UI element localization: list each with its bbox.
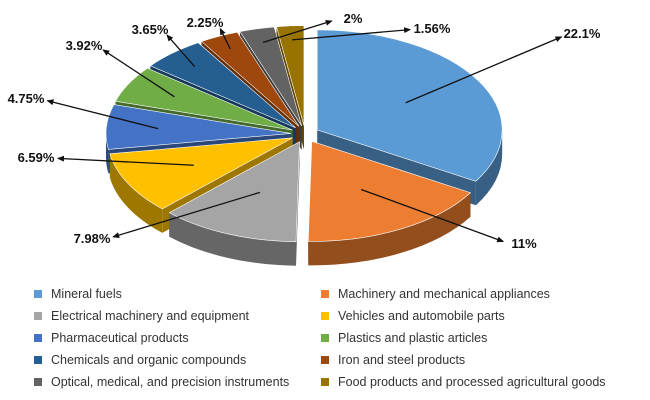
slice-7 xyxy=(149,42,296,129)
slice-5 xyxy=(105,104,292,150)
data-label-3: 7.98% xyxy=(74,231,111,246)
slice-2 xyxy=(307,140,472,242)
leader-line-4 xyxy=(56,155,194,166)
leader-line-6 xyxy=(102,49,175,98)
data-label-2: 11% xyxy=(511,236,537,251)
slice-8 xyxy=(200,31,300,127)
slice-4 xyxy=(109,137,293,210)
slice-9 xyxy=(239,26,302,127)
data-label-8: 2.25% xyxy=(187,15,224,30)
leader-line-10 xyxy=(292,27,412,41)
slice-10 xyxy=(276,25,305,126)
leader-line-7 xyxy=(166,34,196,68)
slice-6 xyxy=(115,67,293,131)
data-label-4: 6.59% xyxy=(18,150,55,165)
leader-line-1 xyxy=(405,36,563,104)
leader-line-3 xyxy=(112,191,261,238)
data-label-6: 3.92% xyxy=(66,38,103,53)
slice-3 xyxy=(168,141,300,243)
leader-line-9 xyxy=(262,19,333,44)
data-label-1: 22.1% xyxy=(564,26,601,41)
leader-line-2 xyxy=(360,188,505,243)
data-label-9: 2% xyxy=(344,11,363,26)
leader-line-8 xyxy=(219,27,231,50)
data-label-5: 4.75% xyxy=(8,91,45,106)
data-label-10: 1.56% xyxy=(414,21,451,36)
leader-line-5 xyxy=(46,99,159,130)
data-label-7: 3.65% xyxy=(132,22,169,37)
